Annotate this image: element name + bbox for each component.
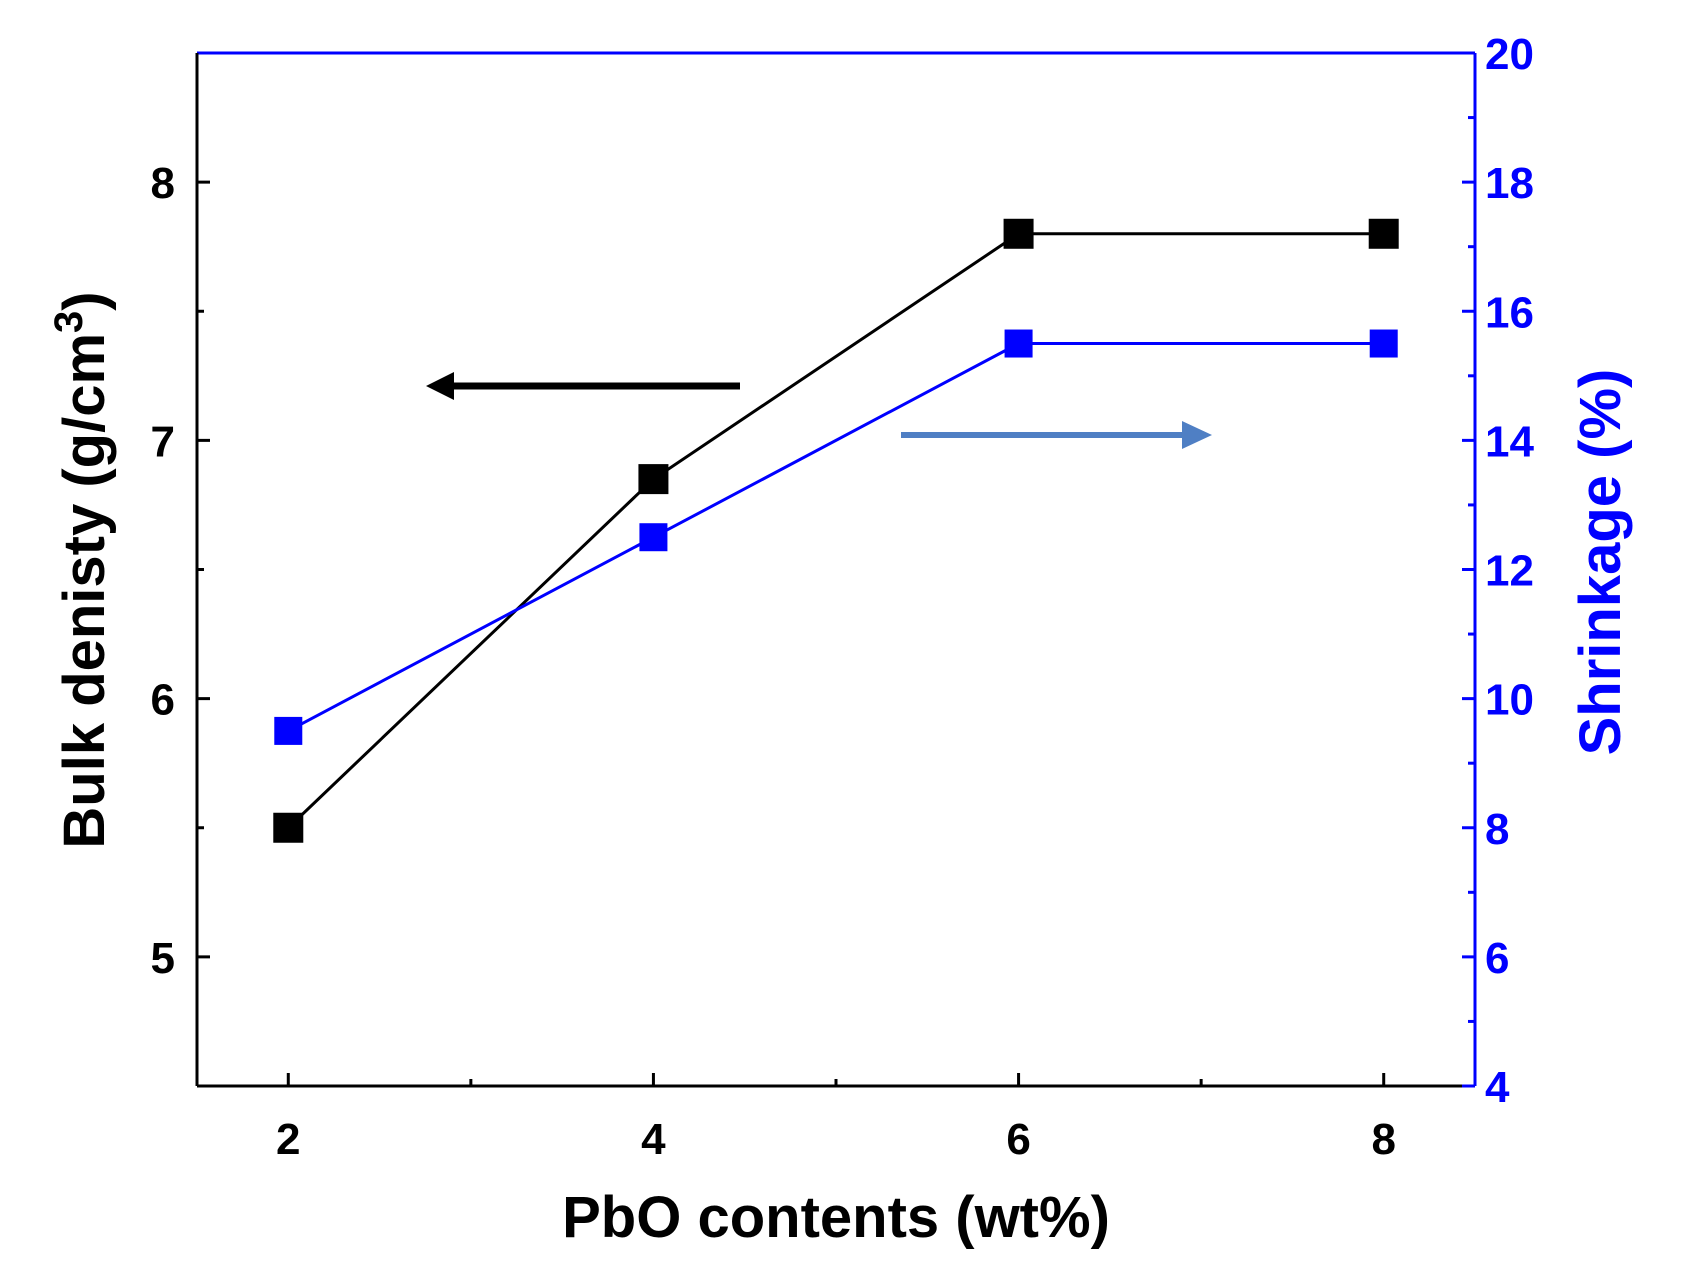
right-y-tick-label: 12 (1485, 547, 1534, 596)
x-axis-ticks: 2 4 6 8 (276, 1073, 1396, 1164)
right-y-tick-label: 14 (1485, 417, 1534, 466)
left-axis-title-close: ) (52, 291, 117, 310)
x-axis-title: PbO contents (wt%) (562, 1185, 1110, 1250)
plot-frame (195, 51, 1477, 1088)
right-y-tick-label: 10 (1485, 676, 1534, 725)
x-tick-label: 6 (1006, 1115, 1030, 1164)
series-markers (273, 218, 1399, 843)
bulk-density-point (1368, 218, 1399, 249)
left-axis-ticks: 5 6 7 8 (151, 159, 210, 983)
left-y-tick-label: 8 (151, 159, 175, 208)
left-axis-title: Bulk denisty (g/cm3) (47, 291, 117, 848)
right-y-tick-label: 18 (1485, 159, 1534, 208)
left-y-tick-label: 7 (151, 417, 175, 466)
left-y-tick-label: 6 (151, 676, 175, 725)
left-y-tick-label: 5 (151, 934, 175, 983)
right-y-tick-label: 6 (1485, 934, 1509, 983)
bulk-density-point (1003, 218, 1034, 249)
left-axis-title-main: Bulk denisty (g/cm (52, 333, 117, 849)
shrinkage-point (639, 523, 668, 552)
series-lines (287, 232, 1384, 829)
shrinkage-point (1004, 329, 1033, 358)
right-axis-title: Shrinkage (%) (1568, 369, 1633, 756)
shrinkage-point (1369, 329, 1398, 358)
x-tick-label: 8 (1371, 1115, 1395, 1164)
bulk-density-line (287, 232, 1384, 829)
x-tick-label: 2 (276, 1115, 300, 1164)
bulk-density-point (273, 812, 304, 843)
right-y-tick-label: 20 (1485, 30, 1534, 79)
shrinkage-point (274, 716, 303, 745)
right-axis-indicator-arrow (901, 421, 1212, 449)
right-y-tick-label: 16 (1485, 288, 1534, 337)
shrinkage-line (287, 342, 1384, 733)
right-y-tick-label: 4 (1485, 1063, 1510, 1112)
left-axis-indicator-arrow (426, 372, 740, 400)
left-axis-title-superscript: 3 (47, 311, 91, 333)
right-y-tick-label: 8 (1485, 805, 1509, 854)
bulk-density-point (638, 464, 669, 495)
right-axis-ticks: 4 6 8 10 12 14 16 18 20 (1462, 30, 1534, 1112)
x-tick-label: 4 (641, 1115, 666, 1164)
